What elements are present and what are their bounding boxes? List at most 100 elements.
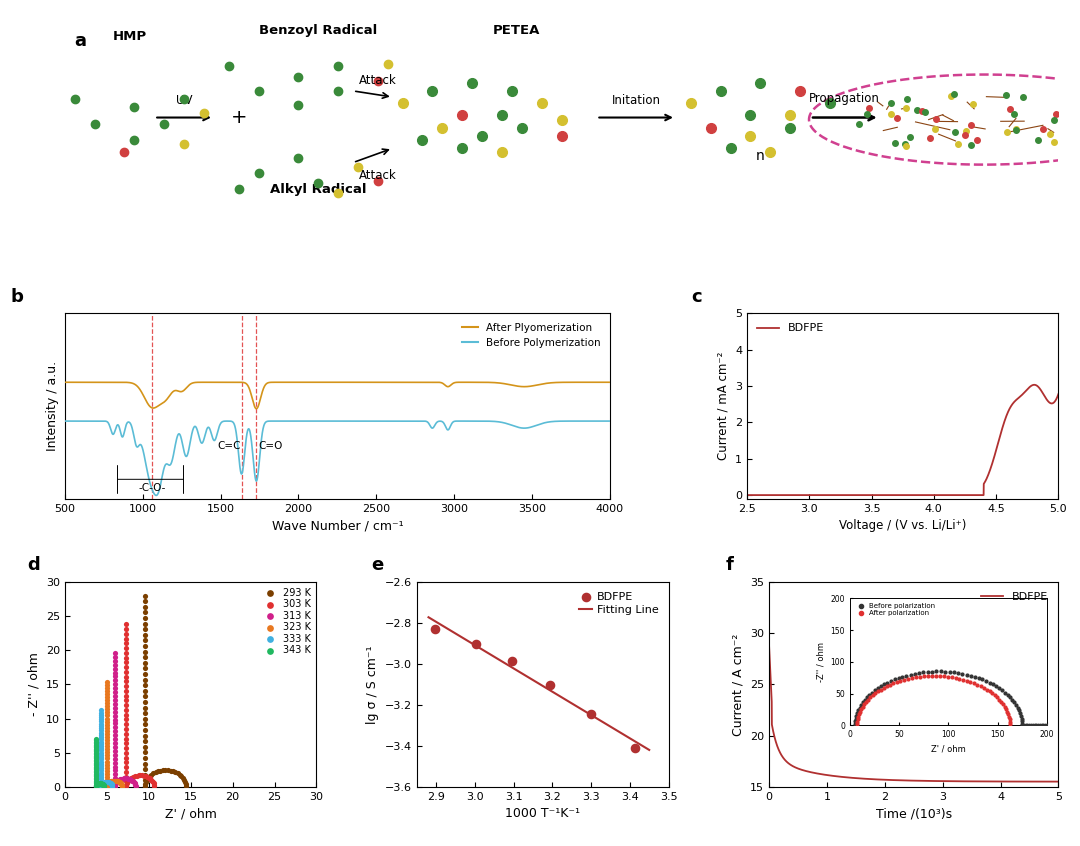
343 K: [93, 777, 110, 790]
293 K: [136, 774, 153, 788]
303 K: [126, 769, 144, 783]
303 K: [118, 741, 135, 755]
333 K: [96, 776, 113, 789]
Y-axis label: Current / mA cm⁻²: Current / mA cm⁻²: [716, 352, 729, 460]
313 K: [106, 678, 123, 691]
343 K: [87, 778, 105, 792]
343 K: [92, 777, 109, 790]
303 K: [118, 703, 135, 717]
293 K: [136, 667, 153, 681]
Text: PETEA: PETEA: [494, 24, 541, 36]
313 K: [106, 733, 123, 746]
293 K: [136, 712, 153, 726]
343 K: [87, 755, 105, 768]
343 K: [87, 742, 105, 755]
293 K: [136, 762, 153, 776]
333 K: [93, 712, 110, 726]
Fitting Line: [431, 618, 444, 628]
333 K: [95, 777, 112, 790]
303 K: [118, 708, 135, 722]
313 K: [106, 662, 123, 675]
333 K: [97, 776, 114, 789]
333 K: [103, 777, 120, 790]
303 K: [140, 771, 158, 784]
Fitting Line: [463, 637, 476, 647]
303 K: [118, 632, 135, 645]
333 K: [97, 776, 114, 789]
343 K: [87, 746, 105, 760]
333 K: [93, 779, 110, 793]
333 K: [93, 711, 110, 724]
313 K: [106, 709, 123, 722]
313 K: [106, 760, 123, 773]
343 K: [87, 778, 105, 792]
Text: C=C: C=C: [217, 442, 241, 452]
293 K: [136, 662, 153, 675]
333 K: [93, 730, 110, 744]
303 K: [118, 779, 135, 793]
333 K: [93, 746, 110, 760]
Text: -C-O-: -C-O-: [138, 483, 165, 493]
323 K: [98, 715, 116, 728]
343 K: [95, 778, 112, 792]
293 K: [171, 768, 188, 782]
343 K: [87, 775, 105, 788]
343 K: [87, 779, 105, 793]
293 K: [166, 766, 184, 779]
333 K: [98, 775, 116, 788]
313 K: [106, 682, 123, 695]
323 K: [98, 752, 116, 766]
293 K: [136, 673, 153, 686]
333 K: [93, 780, 110, 794]
313 K: [109, 774, 126, 788]
333 K: [93, 761, 110, 775]
343 K: [93, 777, 110, 790]
293 K: [141, 770, 159, 783]
323 K: [98, 770, 116, 783]
323 K: [98, 745, 116, 759]
303 K: [118, 618, 135, 631]
343 K: [87, 768, 105, 782]
X-axis label: Time /(10³)s: Time /(10³)s: [876, 807, 951, 820]
Text: Benzoyl Radical: Benzoyl Radical: [259, 24, 377, 36]
293 K: [154, 764, 172, 777]
343 K: [87, 779, 105, 793]
323 K: [112, 777, 130, 791]
313 K: [124, 774, 141, 788]
343 K: [87, 749, 105, 762]
333 K: [99, 776, 117, 789]
343 K: [90, 777, 107, 790]
293 K: [136, 689, 153, 703]
313 K: [106, 713, 123, 727]
293 K: [136, 645, 153, 658]
323 K: [102, 775, 119, 788]
293 K: [175, 773, 192, 787]
313 K: [112, 772, 130, 786]
313 K: [106, 685, 123, 699]
313 K: [106, 658, 123, 672]
313 K: [106, 724, 123, 738]
343 K: [87, 760, 105, 773]
Legend: BDFPE: BDFPE: [976, 588, 1053, 607]
323 K: [113, 780, 131, 794]
Text: f: f: [726, 556, 733, 574]
Text: HMP: HMP: [112, 30, 147, 42]
303 K: [118, 689, 135, 702]
323 K: [98, 690, 116, 704]
Fitting Line: [624, 733, 637, 744]
313 K: [108, 775, 125, 788]
293 K: [136, 634, 153, 647]
343 K: [87, 780, 105, 794]
293 K: [136, 740, 153, 754]
323 K: [98, 696, 116, 710]
323 K: [98, 675, 116, 689]
343 K: [87, 761, 105, 775]
303 K: [118, 694, 135, 707]
Y-axis label: lg σ / S cm⁻¹: lg σ / S cm⁻¹: [366, 645, 379, 723]
293 K: [149, 765, 166, 778]
313 K: [119, 772, 136, 785]
333 K: [93, 768, 110, 782]
323 K: [105, 774, 122, 788]
343 K: [87, 733, 105, 747]
303 K: [118, 699, 135, 712]
